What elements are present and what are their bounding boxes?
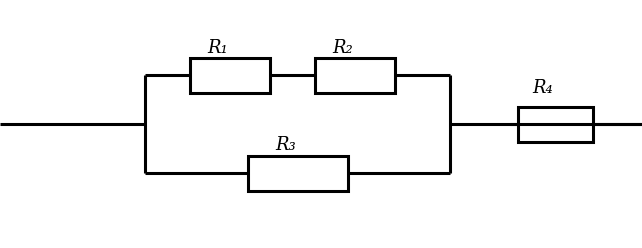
Bar bbox=[190, 58, 270, 93]
Text: R₃: R₃ bbox=[275, 136, 297, 154]
Bar bbox=[517, 106, 593, 142]
Text: R₂: R₂ bbox=[333, 39, 353, 57]
Text: R₄: R₄ bbox=[533, 79, 553, 97]
Text: R₁: R₁ bbox=[207, 39, 229, 57]
Bar bbox=[248, 155, 348, 190]
Bar bbox=[315, 58, 395, 93]
